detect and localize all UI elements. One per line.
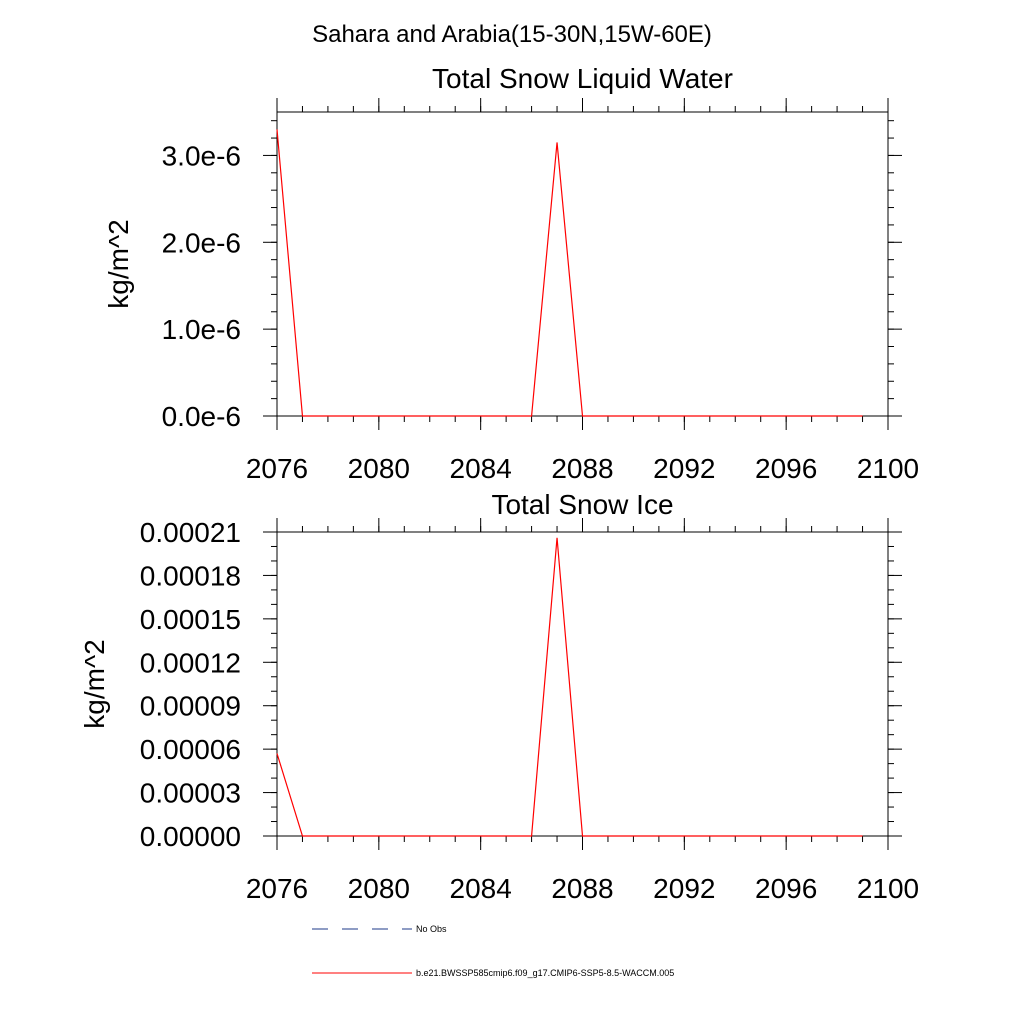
chart-0-y-tick-label: 3.0e-6 [162,140,241,171]
panel-snow-liquid-water: Total Snow Liquid Water 2076 2080 2084 2088 2… [103,63,919,484]
legend-label-no-obs: No Obs [416,924,447,934]
legend-label-model-run: b.e21.BWSSP585cmip6.f09_g17.CMIP6-SSP5-8… [416,968,674,978]
chart-1-x-tick-label: 2100 [857,873,919,904]
chart-0-x-tick-label: 2096 [755,453,817,484]
chart-0-x-tick-label: 2092 [653,453,715,484]
chart-0-y-tick-label: 0.0e-6 [162,401,241,432]
chart-0-y-axis-label: kg/m^2 [103,219,134,308]
chart-1-x-tick-label: 2084 [450,873,512,904]
chart-1-y-tick-label: 0.00000 [140,821,241,852]
chart-1-title: Total Snow Ice [491,489,673,520]
chart-1-x-tick-label: 2092 [653,873,715,904]
chart-1-x-tick-label: 2088 [551,873,613,904]
chart-1-y-tick-label: 0.00012 [140,647,241,678]
chart-0-x-tick-label: 2088 [551,453,613,484]
chart-1-y-axis-label: kg/m^2 [79,639,110,728]
chart-0-title: Total Snow Liquid Water [432,63,733,94]
chart-1-y-tick-label: 0.00018 [140,560,241,591]
chart-0-x-tick-label: 2084 [450,453,512,484]
chart-1-x-tick-label: 2096 [755,873,817,904]
chart-0-frame [276,111,889,417]
chart-1-y-tick-label: 0.00021 [140,517,241,548]
chart-0-y-tick-label: 1.0e-6 [162,314,241,345]
chart-1-y-tick-label: 0.00006 [140,734,241,765]
chart-1-y-tick-label: 0.00009 [140,691,241,722]
chart-1-series-0-line [276,537,863,837]
chart-0-x-tick-label: 2076 [246,453,308,484]
chart-1-y-tick-label: 0.00003 [140,778,241,809]
chart-1-frame [276,531,889,837]
chart-1-y-tick-label: 0.00015 [140,604,241,635]
chart-0-series-0-line [276,129,863,417]
panel-snow-ice: Total Snow Ice 2076 2080 2084 2088 2092 2096 21… [79,489,919,904]
chart-0-x-tick-label: 2080 [348,453,410,484]
chart-1-x-tick-label: 2080 [348,873,410,904]
legend: No Obs b.e21.BWSSP585cmip6.f09_g17.CMIP6… [312,924,674,978]
page-title: Sahara and Arabia(15-30N,15W-60E) [312,21,712,48]
chart-1-x-tick-label: 2076 [246,873,308,904]
chart-0-x-tick-label: 2100 [857,453,919,484]
chart-0-y-tick-label: 2.0e-6 [162,227,241,258]
